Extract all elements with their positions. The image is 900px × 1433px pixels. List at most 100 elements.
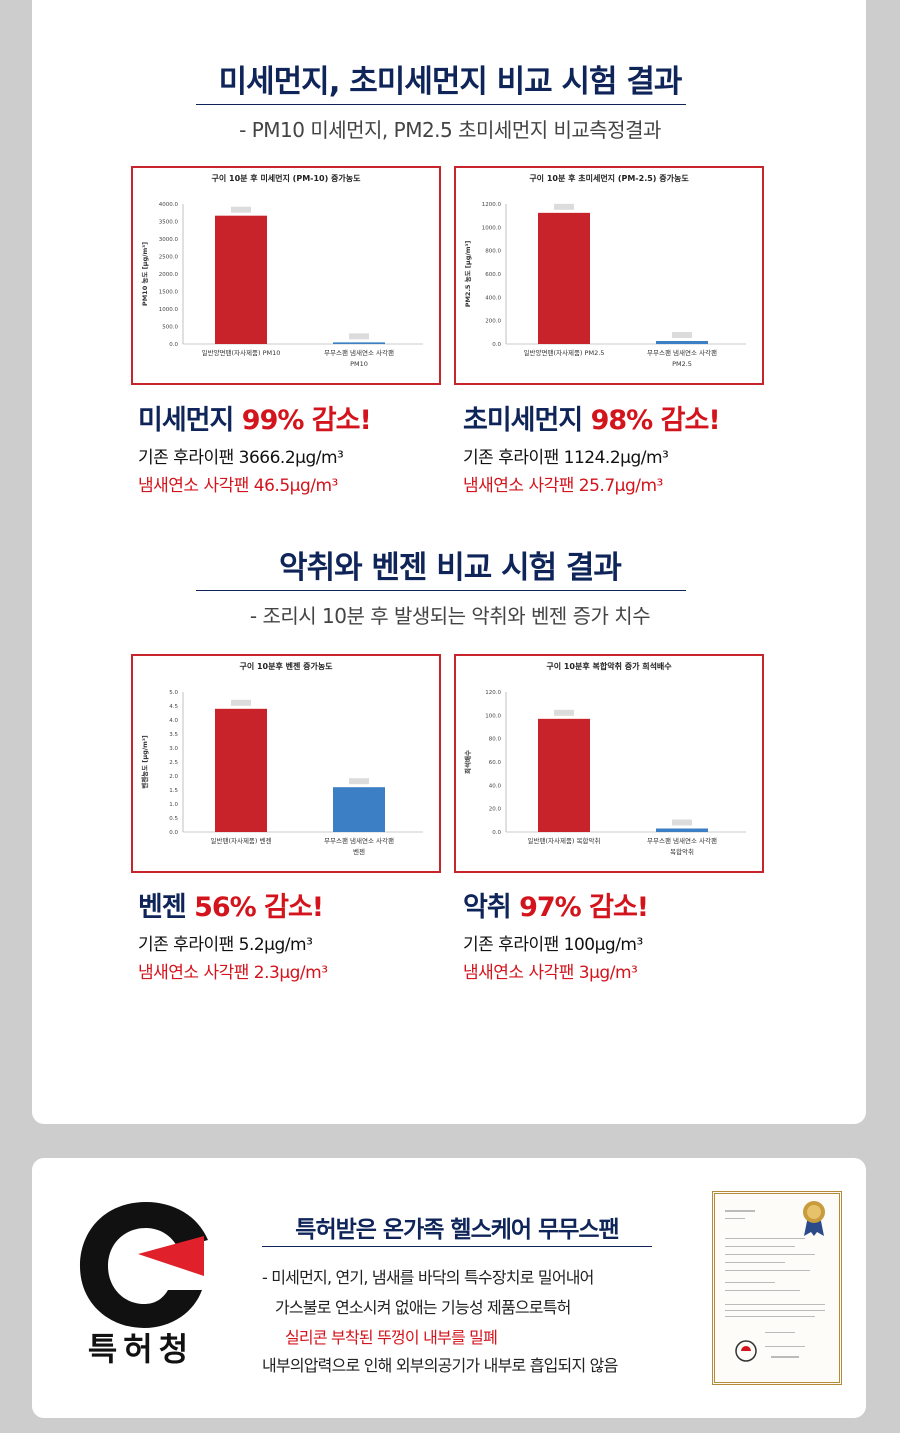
x-category-label: 무무스팬 냄새연소 사각팬 [647, 348, 717, 357]
x-category-label: PM10 [350, 360, 368, 368]
y-tick-label: 800.0 [485, 249, 501, 255]
y-tick-label: 60.0 [489, 760, 502, 766]
x-category-label: 일반양면팬(자사제품) PM10 [202, 348, 281, 357]
y-tick-label: 500.0 [162, 325, 178, 331]
x-category-label: 벤젠 [353, 847, 365, 856]
y-tick-label: 1000.0 [482, 225, 502, 231]
result-before: 기존 후라이팬 5.2µg/m³ [138, 935, 313, 955]
result-label: 초미세먼지 [463, 405, 583, 436]
dust-title-divider [196, 104, 686, 105]
odor-result: 악취 97% 감소! 기존 후라이팬 100µg/m³ 냄새연소 사각팬 3µg… [463, 885, 649, 983]
result-label: 벤젠 [138, 892, 187, 923]
result-percent: 98% 감소! [590, 405, 721, 436]
x-category-label: PM2.5 [672, 360, 692, 368]
y-tick-label: 80.0 [489, 737, 502, 743]
odor-section-subtitle: - 조리시 10분 후 발생되는 악취와 벤젠 증가 치수 [249, 604, 651, 628]
kipo-label: 특허청 [87, 1330, 195, 1368]
y-tick-label: 3000.0 [159, 237, 179, 243]
dust-section-title: 미세먼지, 초미세먼지 비교 시험 결과 [218, 64, 683, 100]
result-before: 기존 후라이팬 3666.2µg/m³ [138, 448, 344, 468]
patent-line-1: - 미세먼지, 연기, 냄새를 바닥의 특수장치로 밀어내어 [262, 1268, 594, 1287]
x-category-label: 무무스팬 냄새연소 사각팬 [324, 836, 394, 845]
odor-chart: 구이 10분후 복합악취 증가 희석배수 120.0 100.0 80.0 60.0 4… [454, 654, 764, 873]
pm25-result: 초미세먼지 98% 감소! 기존 후라이팬 1124.2µg/m³ 냄새연소 사… [463, 398, 721, 496]
y-axis-label: PM2.5 농도 [µg/m³] [463, 241, 472, 308]
chart-title: 구이 10분 후 초미세먼지 (PM-2.5) 증가농도 [529, 174, 689, 183]
x-category-label: 복합악취 [670, 847, 694, 856]
x-category-label: 무무스팬 냄새연소 사각팬 [647, 836, 717, 845]
y-tick-label: 600.0 [485, 272, 501, 278]
y-axis-label: PM10 농도 [µg/m³] [140, 242, 149, 306]
result-percent: 99% 감소! [241, 405, 372, 436]
y-tick-label: 3.5 [169, 732, 178, 738]
result-before: 기존 후라이팬 1124.2µg/m³ [463, 448, 669, 468]
y-tick-label: 40.0 [489, 783, 502, 789]
result-after: 냄새연소 사각팬 2.3µg/m³ [138, 963, 328, 983]
patent-title-divider [262, 1246, 652, 1247]
kipo-logo-icon [80, 1202, 208, 1328]
y-tick-label: 1200.0 [482, 202, 502, 208]
bar-conventional [538, 718, 590, 832]
benzene-result: 벤젠 56% 감소! 기존 후라이팬 5.2µg/m³ 냄새연소 사각팬 2.3… [138, 885, 328, 983]
result-after: 냄새연소 사각팬 25.7µg/m³ [463, 476, 663, 496]
bar-conventional [215, 215, 267, 344]
y-tick-label: 3500.0 [159, 220, 179, 226]
bar-value-badge [554, 709, 574, 716]
y-axis-label: 벤젠농도 [µg/m³] [140, 735, 149, 789]
pm25-chart-plot: 1200.0 1000.0 800.0 600.0 400.0 200.0 0.0 PM2.5… [463, 202, 746, 368]
pm10-chart-plot: 4000.0 3500.0 3000.0 2500.0 2000.0 1500.0 1000… [140, 202, 423, 368]
benzene-chart-plot: 5.0 4.5 4.0 3.5 3.0 2.5 2.0 1.5 1.0 0.5 0.0 벤젠농도 [µ… [140, 690, 423, 856]
y-tick-label: 0.0 [169, 830, 178, 836]
pm25-chart: 구이 10분 후 초미세먼지 (PM-2.5) 증가농도 1200.0 1000.… [454, 166, 764, 385]
chart-title: 구이 10분후 벤젠 증가농도 [239, 662, 333, 671]
x-category-label: 일반팬(자사제품) 복합악취 [528, 836, 601, 845]
bar-value-badge [349, 778, 369, 785]
odor-title-divider [196, 590, 686, 591]
patent-certificate-image [712, 1191, 842, 1385]
medal-icon [803, 1201, 825, 1236]
y-tick-label: 200.0 [485, 319, 501, 325]
y-tick-label: 4000.0 [159, 202, 179, 208]
bar-conventional [215, 708, 267, 832]
pm10-result: 미세먼지 99% 감소! 기존 후라이팬 3666.2µg/m³ 냄새연소 사각… [138, 398, 372, 496]
patent-line-2: 가스불로 연소시켜 없애는 기능성 제품으로특허 [275, 1298, 571, 1317]
patent-title: 특허받은 온가족 헬스케어 무무스팬 [295, 1217, 619, 1243]
x-category-label: 무무스팬 냄새연소 사각팬 [324, 348, 394, 357]
y-tick-label: 1.5 [169, 788, 178, 794]
y-tick-label: 2000.0 [159, 272, 179, 278]
odor-section-title: 악취와 벤젠 비교 시험 결과 [279, 550, 622, 586]
bar-value-badge [672, 819, 692, 826]
x-category-label: 일반양면팬(자사제품) PM2.5 [524, 348, 605, 357]
y-tick-label: 0.0 [492, 342, 501, 348]
result-after: 냄새연소 사각팬 3µg/m³ [463, 963, 638, 983]
y-tick-label: 1000.0 [159, 307, 179, 313]
dust-section-subtitle: - PM10 미세먼지, PM2.5 초미세먼지 비교측정결과 [239, 118, 661, 142]
result-after: 냄새연소 사각팬 46.5µg/m³ [138, 476, 338, 496]
y-tick-label: 1.0 [169, 802, 178, 808]
bar-mumu [333, 342, 385, 344]
result-percent: 97% 감소! [519, 892, 649, 923]
result-label: 미세먼지 [138, 405, 234, 436]
y-tick-label: 1500.0 [159, 290, 179, 296]
seal-icon [735, 1340, 757, 1362]
y-tick-label: 20.0 [489, 807, 502, 813]
y-tick-label: 4.0 [169, 718, 178, 724]
y-tick-label: 0.0 [492, 830, 501, 836]
benzene-chart: 구이 10분후 벤젠 증가농도 5.0 4.5 4.0 3.5 3.0 2.5 2.0 1.5… [131, 654, 441, 873]
patent-line-4: 내부의압력으로 인해 외부의공기가 내부로 흡입되지 않음 [262, 1356, 618, 1375]
bar-value-badge [231, 699, 251, 706]
chart-title: 구이 10분 후 미세먼지 (PM-10) 증가농도 [211, 174, 361, 183]
y-tick-label: 0.5 [169, 816, 178, 822]
result-percent: 56% 감소! [194, 892, 324, 923]
result-before: 기존 후라이팬 100µg/m³ [463, 935, 643, 955]
bar-mumu [656, 341, 708, 344]
odor-chart-plot: 120.0 100.0 80.0 60.0 40.0 20.0 0.0 희석배수일반팬(자사제… [463, 690, 746, 856]
bar-mumu [656, 828, 708, 832]
bar-mumu [333, 787, 385, 832]
y-tick-label: 120.0 [485, 690, 501, 696]
chart-title: 구이 10분후 복합악취 증가 희석배수 [546, 662, 672, 671]
y-tick-label: 100.0 [485, 713, 501, 719]
y-tick-label: 3.0 [169, 746, 178, 752]
y-tick-label: 4.5 [169, 704, 178, 710]
bar-conventional [538, 212, 590, 344]
